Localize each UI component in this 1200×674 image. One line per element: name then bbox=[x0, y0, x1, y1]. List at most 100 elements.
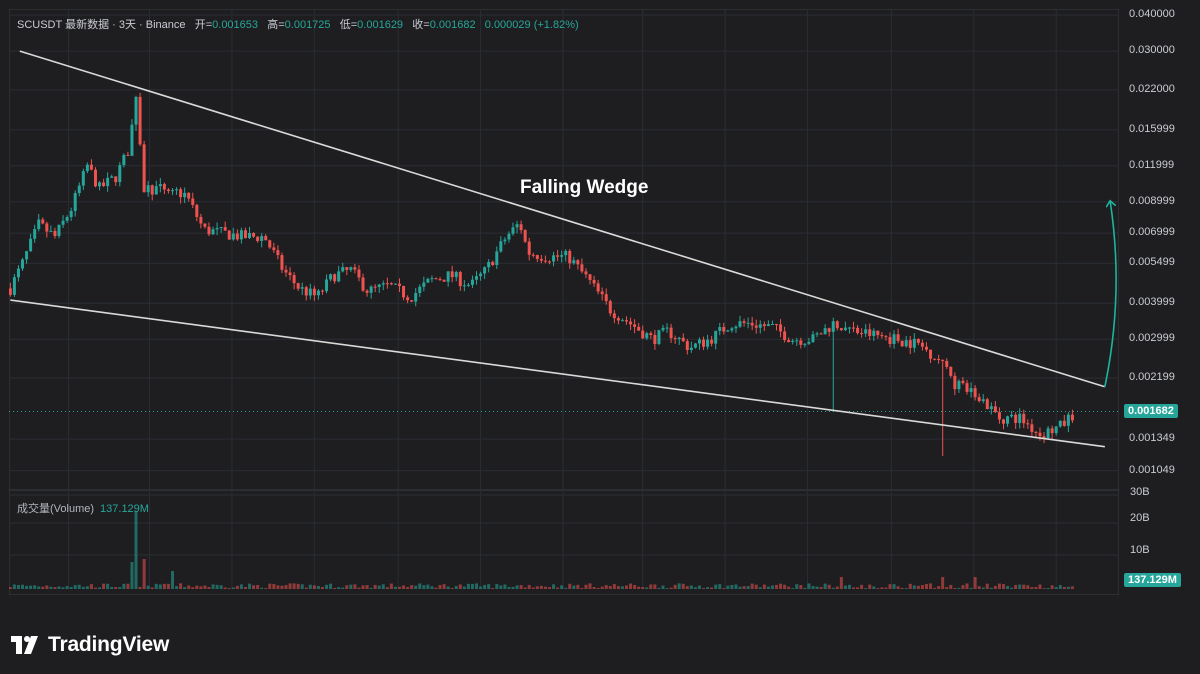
volume-bar bbox=[446, 586, 450, 589]
volume-bar bbox=[398, 586, 402, 589]
candle-body bbox=[738, 321, 742, 327]
volume-bar bbox=[85, 586, 89, 589]
volume-bar bbox=[304, 587, 308, 589]
candle-body bbox=[260, 236, 264, 241]
candle-body bbox=[300, 287, 304, 289]
candle-body bbox=[564, 250, 568, 256]
volume-bar bbox=[572, 585, 576, 589]
candle-body bbox=[369, 286, 373, 293]
volume-bar bbox=[783, 584, 787, 589]
candle-body bbox=[175, 189, 179, 191]
price-tick-label: 0.003999 bbox=[1129, 296, 1175, 309]
candle-body bbox=[969, 388, 973, 392]
candle-body bbox=[1001, 419, 1005, 424]
volume-bar bbox=[345, 585, 349, 589]
chart-svg[interactable]: Falling Wedge 20243月5月7月9月11月20253月5月7月9… bbox=[9, 9, 1119, 595]
volume-bar bbox=[1050, 585, 1054, 589]
candle-body bbox=[418, 286, 422, 294]
volume-bar bbox=[746, 586, 750, 589]
volume-bar bbox=[434, 587, 438, 589]
volume-bar bbox=[45, 585, 49, 589]
price-tick-label: 0.022000 bbox=[1129, 82, 1175, 95]
candle-body bbox=[385, 283, 389, 285]
candle-body bbox=[312, 288, 316, 296]
volume-bar bbox=[288, 583, 292, 589]
volume-bar bbox=[580, 587, 584, 589]
candle-body bbox=[742, 321, 746, 323]
volume-bar bbox=[260, 587, 264, 589]
close-label: 收= bbox=[412, 19, 430, 31]
volume-bar bbox=[166, 583, 170, 589]
candle-body bbox=[487, 261, 491, 268]
candle-body bbox=[762, 324, 766, 327]
volume-bar bbox=[762, 584, 766, 589]
candle-body bbox=[256, 236, 260, 241]
candle-body bbox=[949, 366, 953, 376]
candle-body bbox=[268, 240, 272, 248]
candle-body bbox=[21, 259, 25, 269]
candle-body bbox=[158, 184, 162, 187]
candle-body bbox=[596, 283, 600, 292]
volume-bar bbox=[787, 586, 791, 589]
candle-body bbox=[758, 324, 762, 328]
candle-body bbox=[73, 193, 77, 211]
candle-body bbox=[1066, 414, 1070, 426]
candle-body bbox=[710, 339, 714, 344]
candle-body bbox=[150, 185, 154, 195]
volume-bar bbox=[89, 584, 93, 589]
volume-bar bbox=[860, 584, 864, 589]
volume-bar bbox=[774, 584, 778, 589]
candle-body bbox=[819, 333, 823, 335]
volume-bar bbox=[333, 587, 337, 589]
candle-body bbox=[665, 327, 669, 329]
volume-bar bbox=[252, 585, 256, 589]
candle-body bbox=[296, 283, 300, 289]
volume-bar bbox=[296, 583, 300, 589]
volume-bar bbox=[150, 587, 154, 589]
volume-bar bbox=[604, 585, 608, 589]
volume-bar bbox=[458, 584, 462, 589]
candle-body bbox=[1030, 424, 1034, 432]
candle-body bbox=[93, 169, 97, 187]
volume-bar bbox=[612, 584, 616, 589]
candle-body bbox=[102, 182, 106, 187]
candle-body bbox=[365, 290, 369, 293]
volume-bar bbox=[381, 584, 385, 589]
volume-bar bbox=[470, 583, 474, 589]
candle-body bbox=[462, 285, 466, 287]
candle-body bbox=[783, 331, 787, 341]
volume-bar bbox=[187, 585, 191, 589]
volume-bar bbox=[308, 584, 312, 589]
wedge-upper-line bbox=[19, 50, 1106, 388]
volume-bar bbox=[1010, 587, 1014, 589]
volume-bar bbox=[170, 571, 174, 589]
candle-body bbox=[191, 198, 195, 205]
price-tick-label: 0.040000 bbox=[1129, 8, 1175, 21]
volume-bar bbox=[657, 587, 661, 589]
candles bbox=[9, 92, 1074, 456]
volume-bar bbox=[795, 584, 799, 589]
close-value: 0.001682 bbox=[429, 19, 476, 31]
candle-body bbox=[645, 333, 649, 339]
tradingview-logo[interactable]: TradingView bbox=[11, 633, 169, 657]
candle-body bbox=[325, 279, 329, 292]
volume-bar bbox=[961, 585, 965, 589]
volume-bar bbox=[25, 585, 29, 589]
volume-bar bbox=[633, 584, 637, 589]
volume-bar bbox=[414, 585, 418, 589]
volume-tick-label: 20B bbox=[1130, 512, 1150, 524]
volume-bar bbox=[1070, 586, 1074, 589]
open-label: 开= bbox=[194, 19, 213, 31]
price-tick-label: 0.011999 bbox=[1129, 158, 1175, 171]
volume-bar bbox=[175, 586, 179, 589]
volume-bar bbox=[726, 585, 730, 589]
volume-bar bbox=[1046, 588, 1050, 589]
candle-body bbox=[985, 399, 989, 410]
candle-body bbox=[977, 397, 981, 402]
volume-bar bbox=[268, 583, 272, 589]
candle-body bbox=[9, 288, 12, 295]
volume-pane-label: 成交量(Volume) 137.129M bbox=[17, 500, 149, 516]
price-axis[interactable]: 0.040000 0.030000 0.022000 0.015999 0.011999… bbox=[1119, 8, 1200, 595]
volume-bar bbox=[98, 587, 102, 589]
volume-bar bbox=[920, 585, 924, 589]
